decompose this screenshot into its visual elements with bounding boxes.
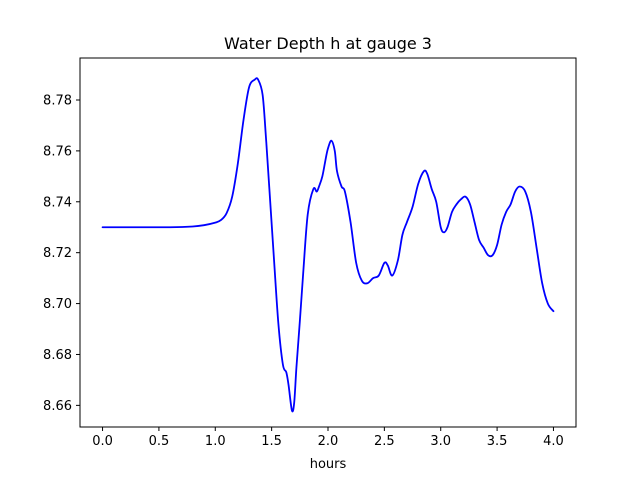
x-tick-label: 3.5 [487, 434, 508, 449]
y-tick-label: 8.74 [43, 195, 72, 210]
plot-area [101, 77, 555, 413]
y-tick-label: 8.70 [43, 297, 72, 312]
y-tick-label: 8.78 [43, 93, 72, 108]
x-tick-label: 4.0 [543, 434, 564, 449]
chart-title: Water Depth h at gauge 3 [224, 34, 432, 53]
x-axis-label: hours [310, 457, 347, 472]
x-tick-label: 1.0 [205, 434, 226, 449]
y-tick-label: 8.68 [43, 348, 72, 363]
x-tick-label: 0.0 [92, 434, 113, 449]
x-axis-ticks: 0.0 0.5 1.0 1.5 2.0 2.5 3.0 3.5 4.0 [92, 427, 564, 449]
x-tick-label: 2.5 [374, 434, 395, 449]
x-tick-label: 3.0 [430, 434, 451, 449]
series-line-gauge-3 [101, 77, 555, 413]
x-tick-label: 1.5 [261, 434, 282, 449]
y-tick-label: 8.76 [43, 144, 72, 159]
x-tick-label: 2.0 [318, 434, 339, 449]
x-tick-label: 0.5 [149, 434, 170, 449]
y-axis-ticks: 8.66 8.68 8.70 8.72 8.74 8.76 8.78 [43, 93, 80, 414]
y-tick-label: 8.72 [43, 246, 72, 261]
y-tick-label: 8.66 [43, 399, 72, 414]
